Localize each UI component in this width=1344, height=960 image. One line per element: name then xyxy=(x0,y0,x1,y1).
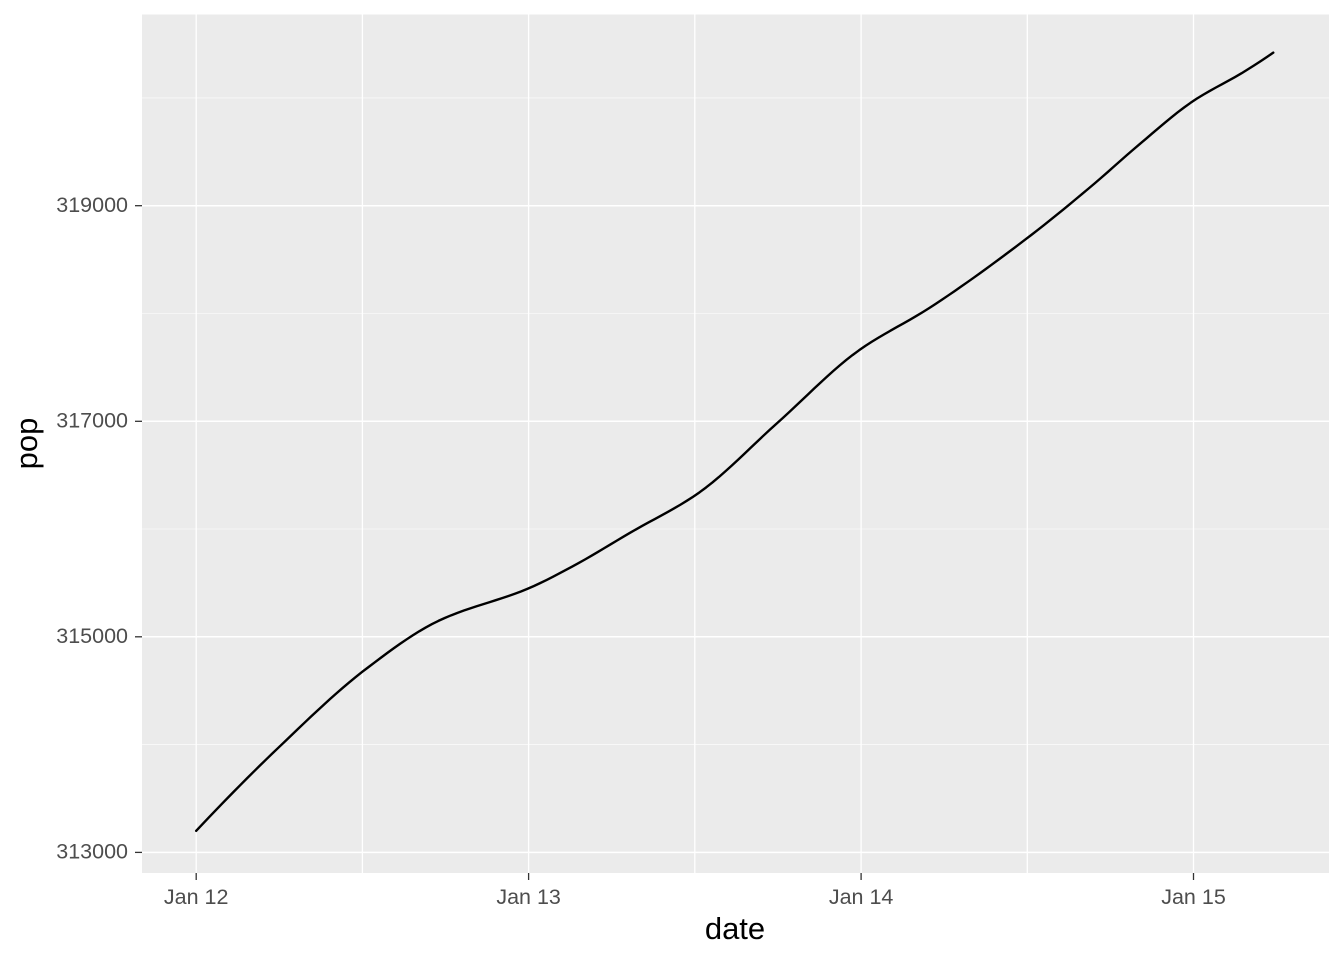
svg-text:Jan 13: Jan 13 xyxy=(496,885,561,909)
svg-text:date: date xyxy=(705,911,765,946)
svg-text:317000: 317000 xyxy=(56,409,128,433)
svg-text:Jan 12: Jan 12 xyxy=(164,885,229,909)
svg-text:Jan 15: Jan 15 xyxy=(1161,885,1226,909)
svg-text:Jan 14: Jan 14 xyxy=(829,885,894,909)
svg-text:319000: 319000 xyxy=(56,193,128,217)
svg-text:315000: 315000 xyxy=(56,624,128,648)
svg-text:313000: 313000 xyxy=(56,840,128,864)
svg-text:pop: pop xyxy=(9,418,44,470)
